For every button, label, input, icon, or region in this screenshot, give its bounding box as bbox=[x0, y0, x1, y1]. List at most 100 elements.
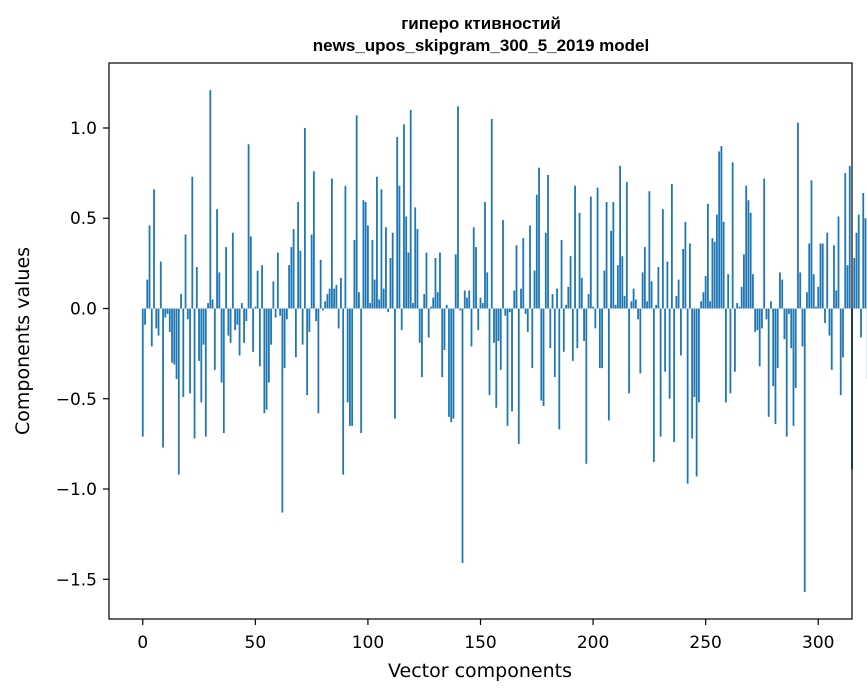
bar-component-216 bbox=[628, 308, 630, 394]
bar-component-65 bbox=[288, 265, 291, 309]
bar-component-236 bbox=[673, 308, 676, 443]
bar-component-204 bbox=[601, 308, 603, 369]
bar-component-180 bbox=[547, 174, 549, 309]
bar-component-3 bbox=[148, 225, 151, 309]
bar-component-18 bbox=[182, 308, 185, 397]
bar-component-212 bbox=[619, 165, 621, 309]
bar-component-299 bbox=[815, 306, 817, 309]
bar-component-94 bbox=[353, 239, 356, 309]
bar-component-176 bbox=[538, 167, 540, 309]
bar-component-121 bbox=[414, 207, 417, 309]
bar-component-41 bbox=[234, 308, 236, 331]
bar-component-238 bbox=[677, 279, 680, 309]
bar-component-148 bbox=[475, 247, 477, 309]
bar-component-187 bbox=[562, 308, 565, 352]
bar-component-105 bbox=[378, 299, 381, 309]
bar-component-62 bbox=[281, 308, 284, 513]
bar-component-306 bbox=[830, 308, 833, 370]
bar-component-111 bbox=[391, 232, 394, 309]
bar-component-145 bbox=[468, 290, 471, 309]
bar-component-151 bbox=[481, 303, 484, 309]
bar-component-14 bbox=[173, 308, 176, 365]
bar-component-114 bbox=[398, 185, 401, 309]
bar-component-29 bbox=[207, 303, 209, 309]
y-tick-label: 0.0 bbox=[70, 300, 97, 320]
bar-component-170 bbox=[524, 308, 527, 314]
bar-component-75 bbox=[310, 234, 313, 309]
bar-component-131 bbox=[436, 292, 439, 309]
bar-component-46 bbox=[245, 308, 248, 322]
bar-component-226 bbox=[650, 281, 653, 309]
y-tick-label: −0.5 bbox=[56, 390, 97, 410]
bar-component-184 bbox=[556, 288, 558, 309]
bar-component-87 bbox=[337, 308, 340, 329]
bar-component-152 bbox=[484, 202, 486, 309]
bar-component-26 bbox=[200, 308, 203, 403]
bar-component-101 bbox=[369, 303, 372, 309]
bar-component-320 bbox=[862, 192, 865, 309]
bar-component-235 bbox=[670, 183, 673, 309]
bar-component-168 bbox=[520, 288, 522, 309]
bar-component-195 bbox=[580, 277, 583, 309]
bar-component-55 bbox=[265, 308, 268, 410]
bar-component-31 bbox=[211, 299, 214, 309]
bar-component-147 bbox=[472, 227, 475, 309]
bar-component-150 bbox=[479, 297, 482, 309]
bar-component-154 bbox=[488, 308, 491, 396]
bar-component-200 bbox=[592, 306, 594, 309]
bar-component-58 bbox=[272, 281, 275, 309]
bar-component-70 bbox=[299, 250, 302, 309]
bar-component-213 bbox=[621, 256, 624, 309]
bar-component-239 bbox=[679, 308, 682, 356]
bar-component-60 bbox=[276, 252, 279, 309]
bar-component-217 bbox=[630, 301, 633, 309]
bar-component-107 bbox=[382, 288, 385, 309]
bar-component-51 bbox=[256, 270, 259, 309]
x-tick-label: 200 bbox=[577, 633, 609, 653]
bar-component-284 bbox=[781, 279, 784, 309]
bar-component-127 bbox=[427, 308, 430, 338]
bar-component-247 bbox=[698, 308, 700, 403]
bar-component-218 bbox=[632, 288, 635, 309]
bar-component-156 bbox=[493, 308, 495, 343]
y-axis-label: Components values bbox=[12, 247, 34, 435]
bar-component-208 bbox=[610, 230, 612, 309]
bar-component-319 bbox=[860, 308, 862, 338]
bar-component-73 bbox=[306, 308, 309, 396]
bar-component-84 bbox=[331, 178, 333, 309]
bar-component-20 bbox=[186, 308, 189, 320]
bar-component-34 bbox=[218, 272, 221, 309]
bar-component-249 bbox=[702, 292, 705, 309]
bar-component-68 bbox=[294, 308, 297, 358]
bar-component-2 bbox=[146, 279, 149, 309]
bar-component-25 bbox=[198, 308, 200, 361]
bar-component-254 bbox=[713, 241, 716, 309]
bar-component-164 bbox=[511, 308, 513, 412]
bar-component-95 bbox=[355, 115, 358, 309]
bar-component-23 bbox=[193, 308, 196, 439]
bar-component-149 bbox=[477, 308, 480, 331]
bar-component-206 bbox=[605, 202, 608, 309]
bar-component-202 bbox=[596, 187, 599, 309]
bar-component-291 bbox=[797, 122, 799, 309]
x-axis-label: Vector components bbox=[388, 660, 572, 682]
bar-component-61 bbox=[279, 308, 282, 316]
bar-component-45 bbox=[243, 308, 245, 343]
bar-component-240 bbox=[682, 248, 685, 309]
bar-component-44 bbox=[240, 303, 243, 309]
bar-component-137 bbox=[450, 308, 453, 423]
bar-component-263 bbox=[734, 308, 736, 372]
bar-component-19 bbox=[184, 234, 187, 309]
bar-component-276 bbox=[763, 178, 766, 309]
bar-component-295 bbox=[806, 292, 808, 309]
bar-component-191 bbox=[571, 308, 574, 361]
bar-component-141 bbox=[459, 308, 462, 311]
bar-component-266 bbox=[740, 286, 743, 309]
bar-component-110 bbox=[389, 257, 392, 309]
bar-component-27 bbox=[202, 308, 205, 345]
bar-component-207 bbox=[607, 308, 610, 421]
y-tick-label: −1.5 bbox=[56, 570, 97, 590]
bar-component-199 bbox=[589, 196, 592, 309]
bar-component-153 bbox=[486, 272, 489, 309]
